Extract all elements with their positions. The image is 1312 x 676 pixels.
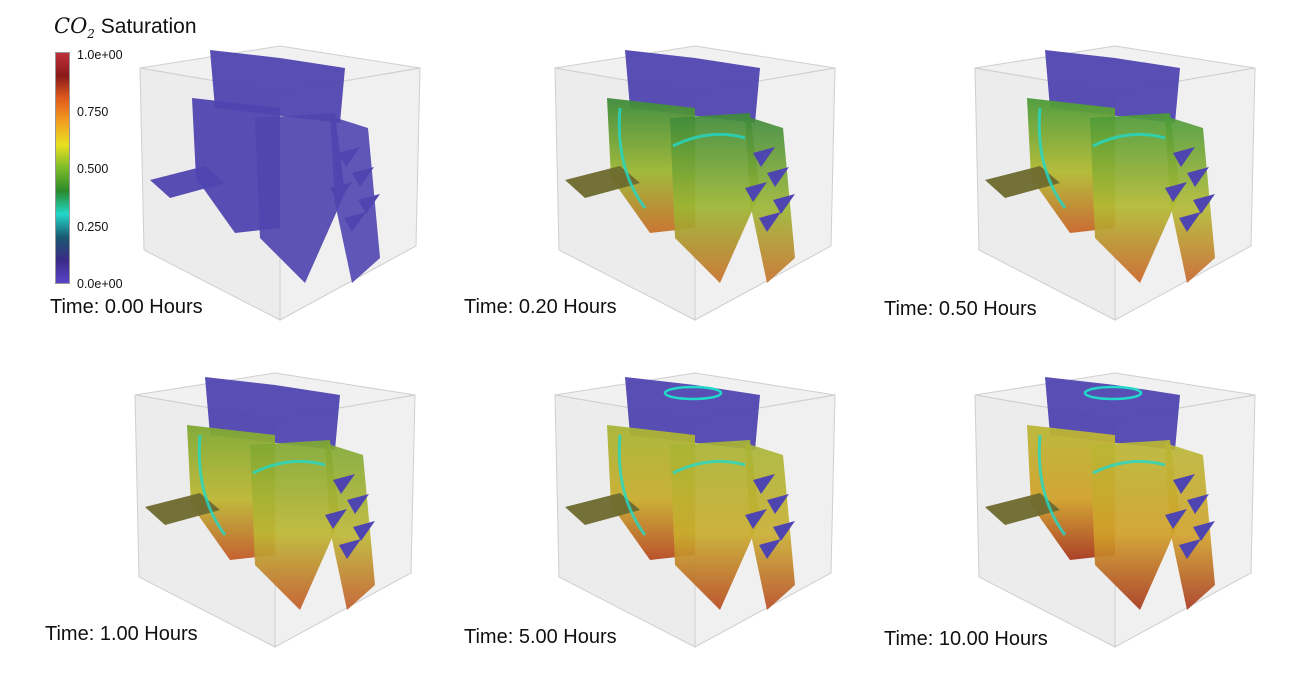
- colorbar-legend: CO2 Saturation 1.0e+00 0.750 0.500 0.250…: [48, 10, 268, 300]
- simulation-panel-0-50h: [965, 28, 1295, 328]
- cube-render: [139, 45, 421, 321]
- fracture-fin-2: [330, 182, 352, 202]
- fracture-fin-0: [753, 147, 775, 167]
- fracture-fin-3: [773, 521, 795, 541]
- fracture-fin-3: [773, 194, 795, 214]
- fracture-fin-2: [745, 509, 767, 529]
- fracture-fin-4: [1179, 212, 1201, 232]
- time-label-2: Time: 0.50 Hours: [884, 298, 1037, 320]
- fracture-center-sheet: [1090, 113, 1180, 283]
- simulation-panel-10h: [965, 355, 1295, 655]
- fracture-fin-0: [338, 147, 360, 167]
- cube-render: [974, 372, 1256, 648]
- time-label-5: Time: 10.00 Hours: [884, 628, 1048, 650]
- legend-tick-050: 0.500: [77, 162, 109, 176]
- fracture-fin-2: [745, 182, 767, 202]
- fracture-fin-0: [333, 474, 355, 494]
- legend-title: CO2 Saturation: [54, 14, 197, 41]
- fracture-fin-2: [325, 509, 347, 529]
- fracture-fin-2: [1165, 182, 1187, 202]
- saturation-front-left: [1037, 434, 1067, 536]
- legend-tick-025: 0.250: [77, 220, 109, 234]
- fracture-fin-3: [1193, 194, 1215, 214]
- time-label-1: Time: 0.20 Hours: [464, 296, 617, 318]
- cube-render: [554, 372, 836, 648]
- cube-render: [134, 372, 416, 648]
- fracture-fin-4: [759, 539, 781, 559]
- saturation-front-center: [672, 459, 746, 475]
- legend-tick-075: 0.750: [77, 105, 109, 119]
- saturation-front-left: [617, 107, 647, 209]
- fracture-fin-1: [767, 494, 789, 514]
- fracture-network: [565, 50, 795, 283]
- fracture-center-sheet: [670, 440, 760, 610]
- saturation-front-center: [1092, 459, 1166, 475]
- fracture-fin-2: [1165, 509, 1187, 529]
- fracture-flat-left: [985, 493, 1060, 525]
- fracture-fin-3: [358, 194, 380, 214]
- simulation-panel-1h: [125, 355, 455, 655]
- saturation-front-top: [663, 385, 723, 401]
- fracture-network: [145, 377, 375, 610]
- fracture-fin-0: [1173, 474, 1195, 494]
- fracture-flat-left: [565, 493, 640, 525]
- fracture-network: [565, 377, 795, 610]
- time-label-3: Time: 1.00 Hours: [45, 623, 198, 645]
- cube-render: [974, 45, 1256, 321]
- fracture-fin-4: [339, 539, 361, 559]
- saturation-front-center: [672, 132, 746, 148]
- fracture-flat-left: [145, 493, 220, 525]
- fracture-fin-3: [353, 521, 375, 541]
- fracture-flat-left: [150, 166, 225, 198]
- simulation-panel-0h: [130, 28, 460, 328]
- fracture-fin-1: [352, 167, 374, 187]
- simulation-panel-5h: [545, 355, 875, 655]
- fracture-fin-1: [767, 167, 789, 187]
- legend-title-subscript: 2: [87, 27, 95, 42]
- fracture-center-sheet: [250, 440, 340, 610]
- time-label-0: Time: 0.00 Hours: [50, 296, 203, 318]
- saturation-front-left: [617, 434, 647, 536]
- fracture-fin-0: [1173, 147, 1195, 167]
- saturation-front-center: [252, 459, 326, 475]
- fracture-fin-4: [759, 212, 781, 232]
- fracture-network: [985, 377, 1215, 610]
- saturation-front-center: [1092, 132, 1166, 148]
- simulation-panel-0-20h: [545, 28, 875, 328]
- colorbar-gradient: [55, 52, 70, 284]
- fracture-fin-3: [1193, 521, 1215, 541]
- fracture-network: [985, 50, 1215, 283]
- fracture-network: [150, 50, 380, 283]
- fracture-fin-1: [1187, 494, 1209, 514]
- fracture-fin-4: [344, 212, 366, 232]
- fracture-fin-0: [753, 474, 775, 494]
- legend-title-text: Saturation: [100, 15, 197, 38]
- time-label-4: Time: 5.00 Hours: [464, 626, 617, 648]
- legend-tick-min: 0.0e+00: [77, 277, 123, 291]
- fracture-center-sheet: [670, 113, 760, 283]
- fracture-fin-1: [347, 494, 369, 514]
- fracture-fin-4: [1179, 539, 1201, 559]
- cube-render: [554, 45, 836, 321]
- fracture-flat-left: [565, 166, 640, 198]
- fracture-center-sheet: [255, 113, 345, 283]
- fracture-flat-left: [985, 166, 1060, 198]
- saturation-front-left: [1037, 107, 1067, 209]
- legend-title-chem: CO: [54, 14, 88, 38]
- fracture-center-sheet: [1090, 440, 1180, 610]
- saturation-front-left: [197, 434, 227, 536]
- fracture-fin-1: [1187, 167, 1209, 187]
- saturation-front-top: [1083, 385, 1143, 401]
- legend-tick-max: 1.0e+00: [77, 48, 123, 62]
